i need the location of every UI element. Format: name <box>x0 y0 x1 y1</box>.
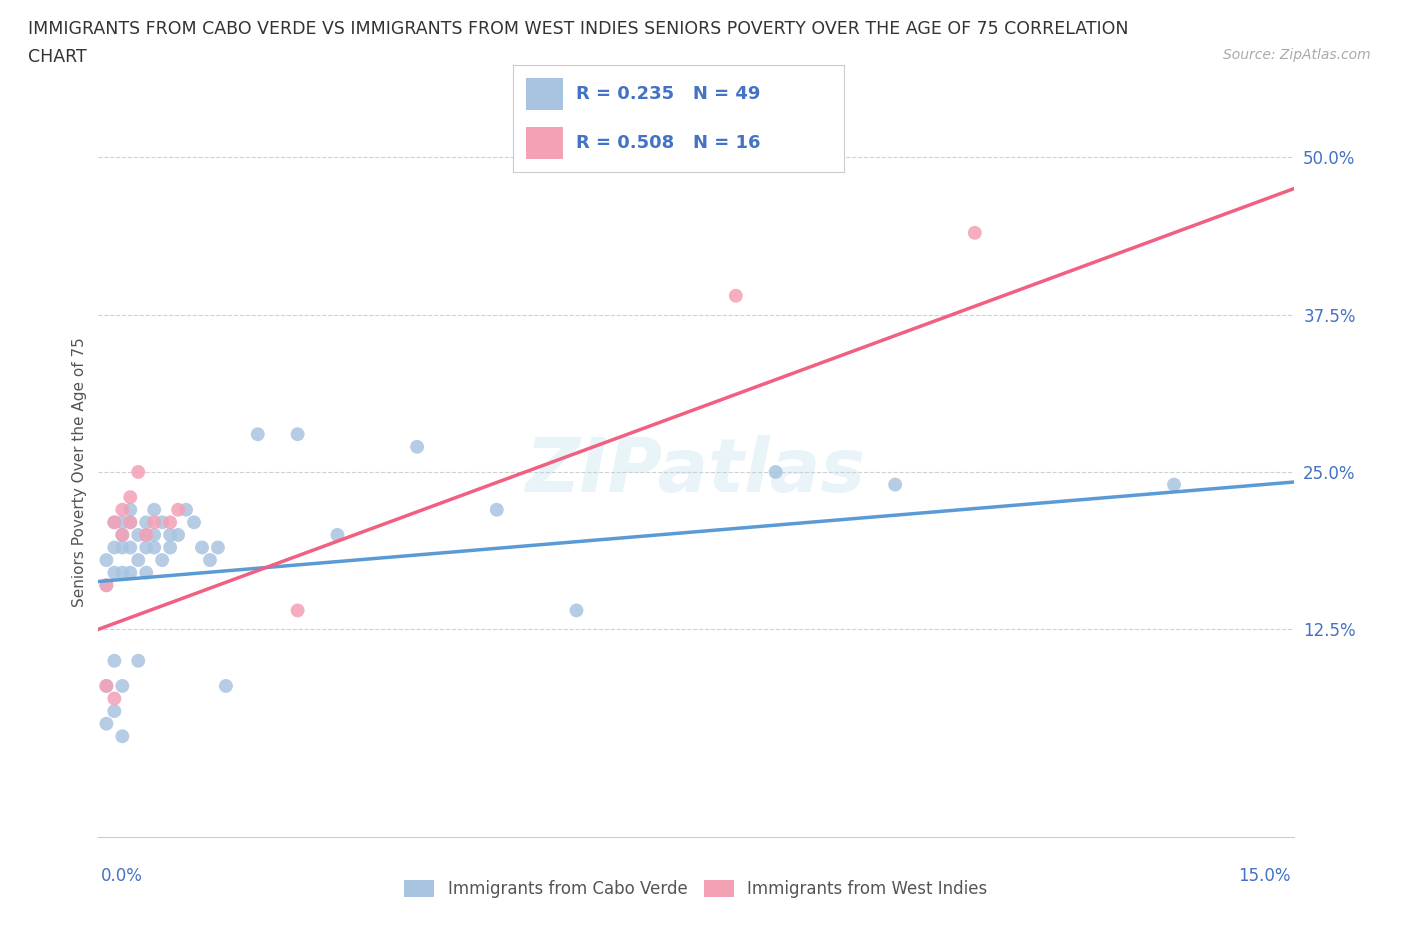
Point <box>159 540 181 555</box>
Point <box>326 527 349 542</box>
Point <box>103 515 125 530</box>
Point <box>135 565 157 580</box>
Point <box>96 679 118 694</box>
Point <box>120 515 142 530</box>
Point <box>120 502 142 517</box>
Text: 0.0%: 0.0% <box>101 867 143 884</box>
Point <box>884 477 907 492</box>
Point <box>135 527 157 542</box>
Point <box>159 515 181 530</box>
FancyBboxPatch shape <box>526 78 562 110</box>
Point <box>159 527 181 542</box>
Point <box>406 439 429 454</box>
Point <box>111 565 134 580</box>
Point <box>287 427 309 442</box>
Text: 15.0%: 15.0% <box>1239 867 1291 884</box>
Point <box>127 654 149 669</box>
Point <box>127 527 149 542</box>
Point <box>485 502 508 517</box>
Point <box>96 578 118 592</box>
Point <box>103 691 125 706</box>
Point <box>96 679 118 694</box>
Point <box>96 716 118 731</box>
Point <box>135 540 157 555</box>
Point <box>111 515 134 530</box>
Point <box>215 679 238 694</box>
Point <box>191 540 214 555</box>
Point <box>150 515 173 530</box>
Point <box>143 527 166 542</box>
Point <box>765 465 787 480</box>
Point <box>120 565 142 580</box>
Point <box>135 527 157 542</box>
Point <box>246 427 269 442</box>
Point <box>207 540 229 555</box>
Point <box>565 603 588 618</box>
Point <box>120 540 142 555</box>
Point <box>111 540 134 555</box>
Point <box>963 225 986 240</box>
Point <box>135 515 157 530</box>
Point <box>96 552 118 567</box>
Point <box>150 552 173 567</box>
Text: R = 0.235   N = 49: R = 0.235 N = 49 <box>576 85 761 103</box>
Point <box>1163 477 1185 492</box>
Y-axis label: Seniors Poverty Over the Age of 75: Seniors Poverty Over the Age of 75 <box>72 337 87 607</box>
Legend: Immigrants from Cabo Verde, Immigrants from West Indies: Immigrants from Cabo Verde, Immigrants f… <box>405 880 987 898</box>
Point <box>127 552 149 567</box>
Point <box>127 465 149 480</box>
Point <box>103 565 125 580</box>
Point <box>103 654 125 669</box>
Point <box>96 578 118 592</box>
Point <box>167 527 190 542</box>
Point <box>183 515 205 530</box>
Point <box>111 679 134 694</box>
Point <box>111 729 134 744</box>
Point <box>120 490 142 505</box>
FancyBboxPatch shape <box>526 127 562 159</box>
Text: ZIPatlas: ZIPatlas <box>526 435 866 509</box>
Point <box>143 502 166 517</box>
Point <box>287 603 309 618</box>
Point <box>198 552 221 567</box>
Point <box>143 540 166 555</box>
Point <box>103 540 125 555</box>
Point <box>724 288 747 303</box>
Text: R = 0.508   N = 16: R = 0.508 N = 16 <box>576 134 761 153</box>
Point <box>103 515 125 530</box>
Point <box>103 704 125 719</box>
Point <box>120 515 142 530</box>
Text: Source: ZipAtlas.com: Source: ZipAtlas.com <box>1223 48 1371 62</box>
Point <box>111 527 134 542</box>
Point <box>111 502 134 517</box>
Point <box>111 527 134 542</box>
Text: CHART: CHART <box>28 48 87 66</box>
Point <box>143 515 166 530</box>
Text: IMMIGRANTS FROM CABO VERDE VS IMMIGRANTS FROM WEST INDIES SENIORS POVERTY OVER T: IMMIGRANTS FROM CABO VERDE VS IMMIGRANTS… <box>28 20 1129 38</box>
Point <box>174 502 197 517</box>
Point <box>167 502 190 517</box>
